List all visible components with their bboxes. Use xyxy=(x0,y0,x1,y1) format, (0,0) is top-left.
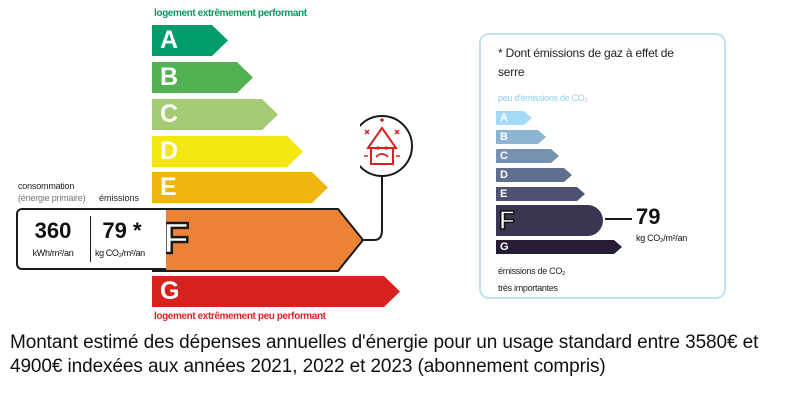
ges-class-bar-c: C xyxy=(496,149,559,163)
energy-class-bar-e: E xyxy=(152,172,328,203)
ges-class-bar-a: A xyxy=(496,111,532,125)
scale-bottom-caption: logement extrêmement peu performant xyxy=(154,311,326,322)
ges-bottom-caption-line1: émissions de CO₂ xyxy=(498,266,566,276)
ges-unit: kg CO₂/m²/an xyxy=(636,233,687,243)
consumption-label: consommation xyxy=(18,181,75,191)
energy-class-letter: B xyxy=(160,63,179,91)
ges-class-bar-b: B xyxy=(496,130,546,144)
scale-top-caption: logement extrêmement performant xyxy=(154,8,307,19)
ges-class-bar-g: G xyxy=(496,240,622,254)
ges-class-current-letter: F xyxy=(498,205,515,235)
values-divider xyxy=(90,216,91,262)
annual-cost-estimate: Montant estimé des dépenses annuelles d'… xyxy=(10,332,759,377)
ges-class-letter: C xyxy=(500,150,508,162)
ges-class-letter: A xyxy=(500,112,508,124)
energy-class-bar-c: C xyxy=(152,99,278,130)
consumption-unit: kWh/m²/an xyxy=(32,248,74,258)
ges-class-letter: D xyxy=(500,169,508,181)
energy-class-letter: E xyxy=(160,173,177,201)
ges-value-pointer xyxy=(605,218,632,220)
values-box xyxy=(16,208,166,270)
energy-class-letter: D xyxy=(160,137,179,165)
ges-bottom-caption: émissions de CO₂ très importantes xyxy=(498,263,566,297)
energy-class-bar-a: A xyxy=(152,25,228,56)
energy-class-bar-d: D xyxy=(152,136,303,167)
energy-class-bar-f-current: F xyxy=(152,208,364,272)
house-frowning-icon xyxy=(360,115,413,241)
ges-panel xyxy=(479,33,726,299)
ges-class-bar-f-current: F xyxy=(496,205,603,236)
emissions-value: 79 * xyxy=(102,218,142,243)
energy-class-letter: A xyxy=(160,26,179,54)
energy-class-letter: G xyxy=(160,277,180,305)
consumption-value: 360 xyxy=(34,218,72,243)
ges-value: 79 xyxy=(636,204,661,229)
ges-class-letter: G xyxy=(500,241,509,253)
energy-class-letter: C xyxy=(160,100,179,128)
ges-class-bar-e: E xyxy=(496,187,585,201)
emissions-label: émissions xyxy=(99,193,140,203)
ges-class-letter: B xyxy=(500,131,508,143)
ges-class-letter: E xyxy=(500,188,508,200)
energy-class-current-letter: F xyxy=(161,213,190,264)
ges-top-caption: peu d'émissions de CO₂ xyxy=(498,93,588,103)
energy-class-bar-b: B xyxy=(152,62,253,93)
ges-class-bar-d: D xyxy=(496,168,572,182)
ges-bottom-caption-line2: très importantes xyxy=(498,283,558,293)
consumption-sublabel: (énergie primaire) xyxy=(18,193,86,203)
emissions-unit: kg CO₂/m²/an xyxy=(95,248,145,258)
ges-panel-title: * Dont émissions de gaz à effet de serre xyxy=(498,46,674,79)
energy-class-bar-g: G xyxy=(152,276,400,307)
